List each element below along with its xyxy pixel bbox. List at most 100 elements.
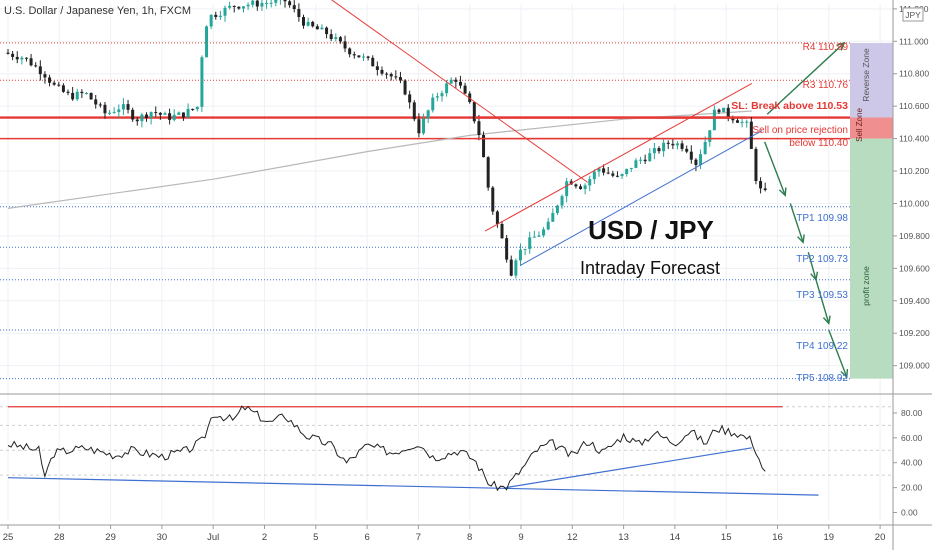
candle-body [149,112,153,119]
candle-body [712,109,716,131]
candle-body [195,106,199,110]
candle-body [726,107,730,118]
price-axis-tick-label: 111.000 [899,36,929,46]
candle-body [412,102,416,120]
forecast-arrow [815,279,831,326]
forecast-arrow [789,203,805,244]
candle-body [431,97,435,111]
chart-title: U.S. Dollar / Japanese Yen, 1h, FXCM [4,5,191,17]
candle-body [505,238,509,260]
candle-body [131,109,135,120]
tp1-label: TP1 109.98 [796,213,848,224]
candle-body [274,0,278,3]
candles [6,0,767,279]
candle-body [15,56,19,60]
candle-body [80,91,84,94]
candle-body [555,205,559,213]
candle-body [172,114,176,120]
candle-body [89,93,93,100]
candle-body [66,91,70,93]
time-axis-tick-label: 13 [618,532,629,543]
candle-body [209,14,213,27]
candle-body [602,168,606,173]
candle-body [735,120,739,123]
candle-body [112,112,116,114]
sell-label-line2: below 110.40 [789,138,848,149]
candle-body [495,211,499,225]
candle-body [449,79,453,84]
candle-body [375,66,379,70]
candle-body [366,56,370,58]
candle-body [440,93,444,97]
candle-body [228,5,232,8]
candle-body [357,55,361,58]
candle-body [154,112,158,114]
time-axis-tick-label: 12 [567,532,578,543]
candle-body [292,5,296,10]
candle-body [699,154,703,165]
time-axis-tick-label: 8 [467,532,472,543]
candle-body [246,4,250,7]
price-axis-tick-label: 110.000 [899,198,929,208]
candle-body [329,34,333,40]
price-axis-tick-label: 109.000 [899,361,930,371]
time-axis-tick-label: 15 [721,532,732,543]
candle-body [200,57,204,107]
zone-profit [850,138,893,379]
candle-body [666,142,670,144]
time-axis-tick-label: 29 [105,532,116,543]
candle-body [717,109,721,113]
candle-body [625,168,629,175]
candle-body [486,157,490,188]
candle-body [362,56,366,58]
candle-body [731,117,735,121]
trendline-rsi-support-short [505,447,752,489]
candle-body [597,168,601,172]
rsi-axis-tick-label: 60.00 [901,433,923,443]
candle-body [75,91,79,100]
trendline-channel-upper [484,83,753,232]
price-axis-tick-label: 110.800 [899,69,929,79]
tp5-label: TP5 108.92 [796,373,848,384]
candle-body [477,121,481,135]
candle-body [703,141,707,155]
price-axis-tick-label: 109.200 [899,328,930,338]
candle-body [643,159,647,162]
candle-body [500,224,504,239]
time-axis-tick-label: 5 [313,532,318,543]
candle-body [546,221,550,230]
price-axis-tick-label: 109.600 [899,263,930,273]
candle-body [348,48,352,55]
candle-body [639,159,643,161]
candle-body [528,237,532,249]
price-axis-tick-label: 109.800 [899,231,930,241]
candle-body [306,21,310,26]
candle-body [491,187,495,212]
candle-body [158,112,162,115]
candle-body [117,109,121,113]
candle-body [454,79,458,82]
candle-body [754,148,758,182]
candle-body [588,179,592,186]
candle-body [48,77,52,83]
candle-body [186,108,190,118]
price-axis-tick-label: 110.600 [899,101,929,111]
candle-body [759,181,763,189]
time-axis-tick-label: 28 [54,532,65,543]
trendline-descending-resistance [330,0,588,183]
forecast-arrow [764,141,787,197]
candle-body [57,84,61,86]
zone-reverse [850,42,893,118]
candle-body [94,99,98,105]
forecast [764,41,849,379]
trendline-rsi-support-long [7,477,819,496]
candle-body [325,27,329,35]
r4-label: R4 110.99 [803,42,849,53]
candle-body [611,173,615,176]
candle-body [371,57,375,67]
candle-body [532,236,536,238]
candle-body [634,160,638,168]
